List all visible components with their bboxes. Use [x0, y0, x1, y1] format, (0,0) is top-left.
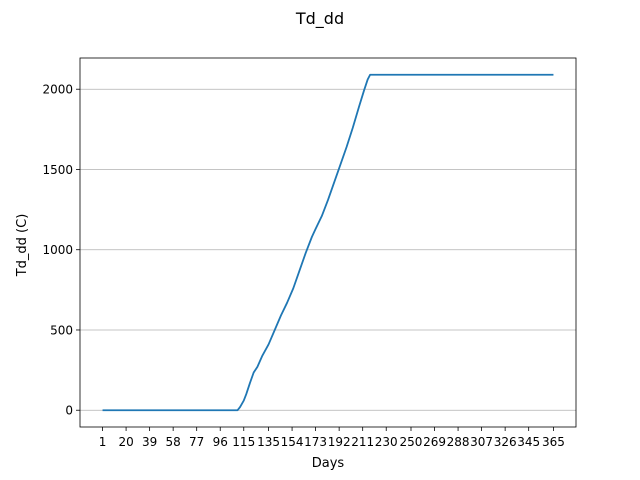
chart-title: Td_dd [295, 9, 344, 29]
x-tick-label: 365 [542, 435, 565, 449]
x-tick-label: 345 [517, 435, 540, 449]
x-tick-label: 96 [213, 435, 228, 449]
x-tick-label: 307 [470, 435, 493, 449]
x-tick-label: 230 [375, 435, 398, 449]
y-tick-label: 500 [50, 323, 73, 337]
x-tick-label: 1 [99, 435, 107, 449]
y-tick-label: 1000 [42, 243, 73, 257]
x-tick-label: 20 [118, 435, 133, 449]
x-tick-label: 326 [494, 435, 517, 449]
x-tick-label: 173 [304, 435, 327, 449]
x-tick-label: 192 [328, 435, 351, 449]
x-tick-label: 135 [257, 435, 280, 449]
x-tick-label: 58 [166, 435, 181, 449]
x-tick-label: 154 [281, 435, 304, 449]
y-axis-label: Td_dd (C) [15, 214, 30, 278]
y-tick-label: 1500 [42, 163, 73, 177]
x-tick-label: 269 [423, 435, 446, 449]
axes-frame [79, 57, 577, 428]
y-tick-label: 0 [65, 404, 73, 418]
x-tick-label: 250 [400, 435, 423, 449]
plot-area: 0 500 1000 1500 2000 1 20 39 58 77 96 115 135 154 173 1… [42, 57, 577, 449]
x-tick-label: 77 [189, 435, 204, 449]
x-tick-label: 39 [142, 435, 157, 449]
x-axis-label: Days [312, 456, 345, 471]
y-tick-label: 2000 [42, 83, 73, 97]
series-line [102, 73, 554, 412]
x-tick-label: 115 [232, 435, 255, 449]
x-tick-label: 288 [447, 435, 470, 449]
x-tick-label: 211 [351, 435, 374, 449]
